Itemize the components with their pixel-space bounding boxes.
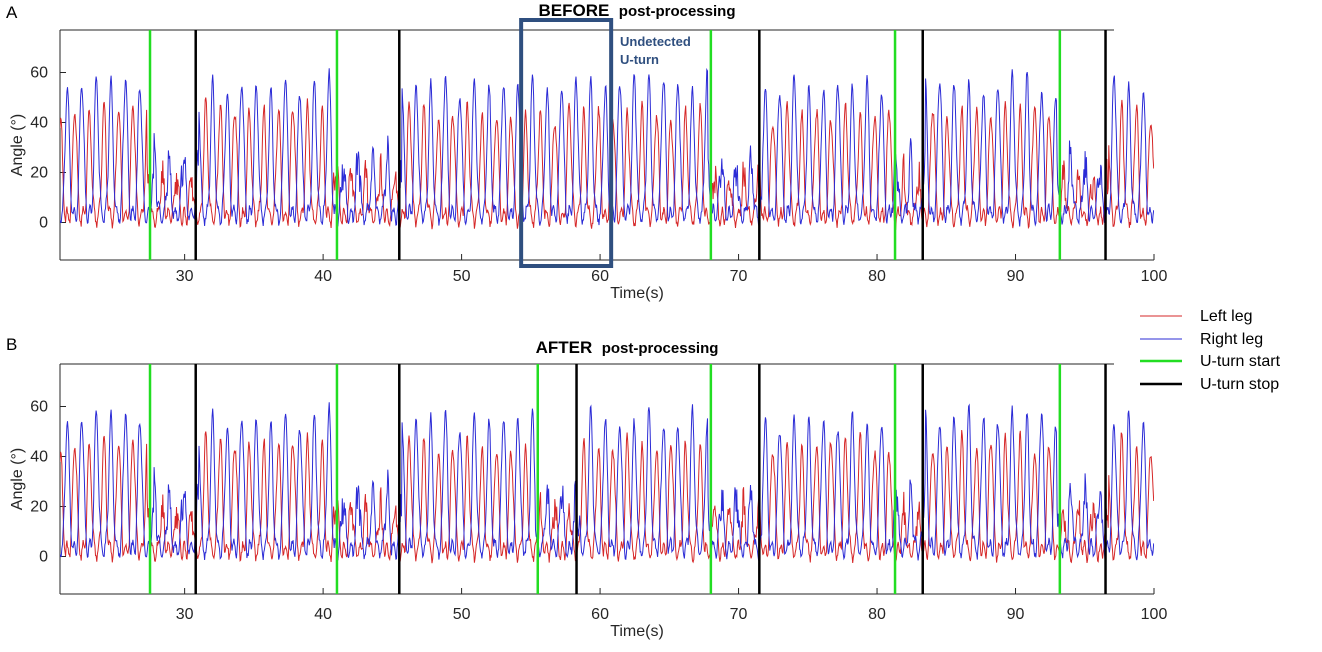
y-tick-label: 20 (30, 499, 48, 516)
x-tick-label: 70 (730, 268, 748, 285)
x-tick-label: 40 (314, 268, 332, 285)
panel-b-title-bold: AFTER (536, 338, 593, 357)
legend-item-uturn-start: U-turn start (1140, 353, 1281, 370)
x-tick-label: 70 (730, 606, 748, 623)
y-tick-label: 40 (30, 449, 48, 466)
x-axis-label: Time(s) (610, 285, 664, 302)
plot-area (60, 67, 1154, 231)
x-axis-label: Time(s) (610, 623, 664, 640)
x-tick-label: 90 (1007, 268, 1025, 285)
x-tick-label: 50 (453, 268, 471, 285)
legend-label-uturn-start: U-turn start (1200, 353, 1281, 370)
legend-item-right-leg: Right leg (1140, 331, 1263, 348)
x-tick-label: 80 (868, 606, 886, 623)
undetected-annotation-line1: Undetected (620, 34, 691, 49)
y-tick-label: 20 (30, 165, 48, 182)
y-tick-label: 40 (30, 115, 48, 132)
y-tick-label: 0 (39, 215, 48, 232)
y-tick-label: 60 (30, 399, 48, 416)
series-line-left-leg (60, 97, 1154, 231)
y-tick-label: 60 (30, 65, 48, 82)
y-tick-label: 0 (39, 549, 48, 566)
legend-label-uturn-stop: U-turn stop (1200, 376, 1279, 393)
x-tick-label: 100 (1141, 606, 1168, 623)
x-tick-label: 90 (1007, 606, 1025, 623)
legend-item-left-leg: Left leg (1140, 308, 1252, 325)
x-tick-label: 60 (591, 606, 609, 623)
x-tick-label: 50 (453, 606, 471, 623)
panel-b-title: AFTER post-processing (536, 338, 719, 357)
legend-label-right-leg: Right leg (1200, 331, 1263, 348)
legend-label-left-leg: Left leg (1200, 308, 1252, 325)
x-tick-label: 80 (868, 268, 886, 285)
panel-b-letter: B (6, 335, 17, 354)
y-axis-label: Angle (°) (9, 114, 26, 176)
y-axis-label: Angle (°) (9, 448, 26, 510)
panel-a-title-bold: BEFORE (539, 1, 610, 20)
x-tick-label: 60 (591, 268, 609, 285)
x-tick-label: 40 (314, 606, 332, 623)
x-tick-label: 100 (1141, 268, 1168, 285)
legend: Left leg Right leg U-turn start U-turn s… (1140, 308, 1281, 393)
series-line-left-leg (60, 429, 1154, 564)
undetected-uturn-box (519, 18, 614, 268)
series-line-right-leg (60, 402, 1154, 561)
panel-a-title: BEFORE post-processing (539, 1, 736, 20)
panel-a-letter: A (6, 3, 18, 22)
x-tick-label: 30 (176, 606, 194, 623)
undetected-annotation-line2: U-turn (620, 52, 659, 67)
legend-item-uturn-stop: U-turn stop (1140, 376, 1279, 393)
plot-area (60, 402, 1154, 564)
x-tick-label: 30 (176, 268, 194, 285)
panel-a-title-rest: post-processing (619, 3, 736, 20)
series-line-right-leg (60, 67, 1154, 227)
panel-b-title-rest: post-processing (602, 340, 719, 357)
